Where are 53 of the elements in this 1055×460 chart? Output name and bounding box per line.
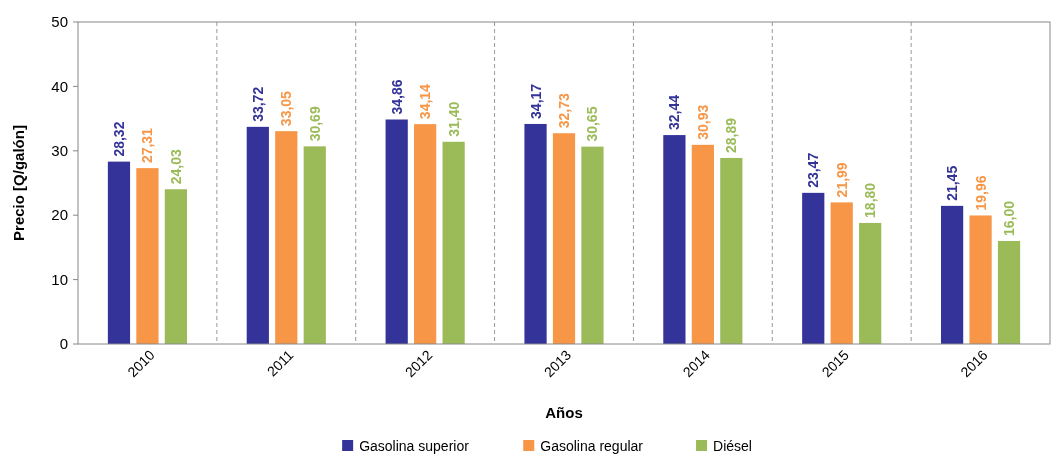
bar bbox=[859, 222, 882, 344]
legend-label: Diésel bbox=[713, 438, 752, 454]
data-label: 32,44 bbox=[666, 94, 683, 131]
data-label: 28,89 bbox=[723, 117, 740, 153]
bar bbox=[552, 133, 576, 344]
y-axis-title: Precio [Q/galón] bbox=[10, 125, 27, 241]
y-tick-label: 50 bbox=[51, 13, 68, 31]
y-tick-label: 10 bbox=[51, 270, 68, 288]
data-label: 21,45 bbox=[944, 165, 961, 201]
y-tick-label: 20 bbox=[51, 206, 68, 224]
bar bbox=[830, 202, 853, 344]
bar bbox=[663, 135, 686, 344]
data-label: 31,40 bbox=[445, 101, 462, 137]
data-label: 16,00 bbox=[1001, 200, 1018, 236]
data-label: 27,31 bbox=[139, 127, 156, 164]
bar bbox=[164, 189, 187, 344]
bar bbox=[442, 141, 465, 344]
bar bbox=[414, 124, 437, 344]
bar bbox=[107, 161, 131, 344]
data-label: 33,72 bbox=[249, 86, 266, 122]
data-label: 34,86 bbox=[388, 79, 405, 115]
y-tick-label: 40 bbox=[51, 77, 68, 95]
data-label: 34,14 bbox=[417, 83, 434, 120]
legend-label: Gasolina regular bbox=[540, 438, 644, 454]
bar bbox=[524, 123, 547, 344]
data-label: 30,69 bbox=[306, 106, 323, 142]
y-tick-label: 30 bbox=[51, 142, 68, 160]
bar bbox=[385, 119, 408, 344]
data-label: 30,65 bbox=[584, 106, 601, 142]
data-label: 32,73 bbox=[556, 92, 572, 129]
bar bbox=[802, 192, 825, 344]
data-label: 30,93 bbox=[694, 104, 711, 140]
legend-label: Gasolina superior bbox=[359, 438, 470, 454]
data-label: 21,99 bbox=[833, 162, 850, 198]
x-axis-title: Años bbox=[545, 404, 583, 421]
data-label: 33,05 bbox=[278, 90, 295, 127]
data-label: 28,32 bbox=[110, 121, 127, 157]
bar bbox=[691, 144, 714, 344]
data-label: 24,03 bbox=[167, 149, 184, 185]
bar bbox=[275, 131, 298, 344]
data-label: 18,80 bbox=[862, 182, 879, 218]
data-label: 23,47 bbox=[805, 152, 822, 188]
bar bbox=[136, 168, 159, 344]
data-label: 19,96 bbox=[972, 175, 989, 211]
bar bbox=[969, 215, 992, 344]
bar bbox=[997, 240, 1021, 344]
data-label: 34,17 bbox=[527, 83, 544, 119]
bar bbox=[720, 157, 743, 344]
bar bbox=[246, 126, 269, 344]
bar bbox=[941, 205, 964, 344]
bar bbox=[303, 146, 326, 344]
y-tick-label: 0 bbox=[59, 335, 68, 353]
bar bbox=[581, 146, 604, 344]
